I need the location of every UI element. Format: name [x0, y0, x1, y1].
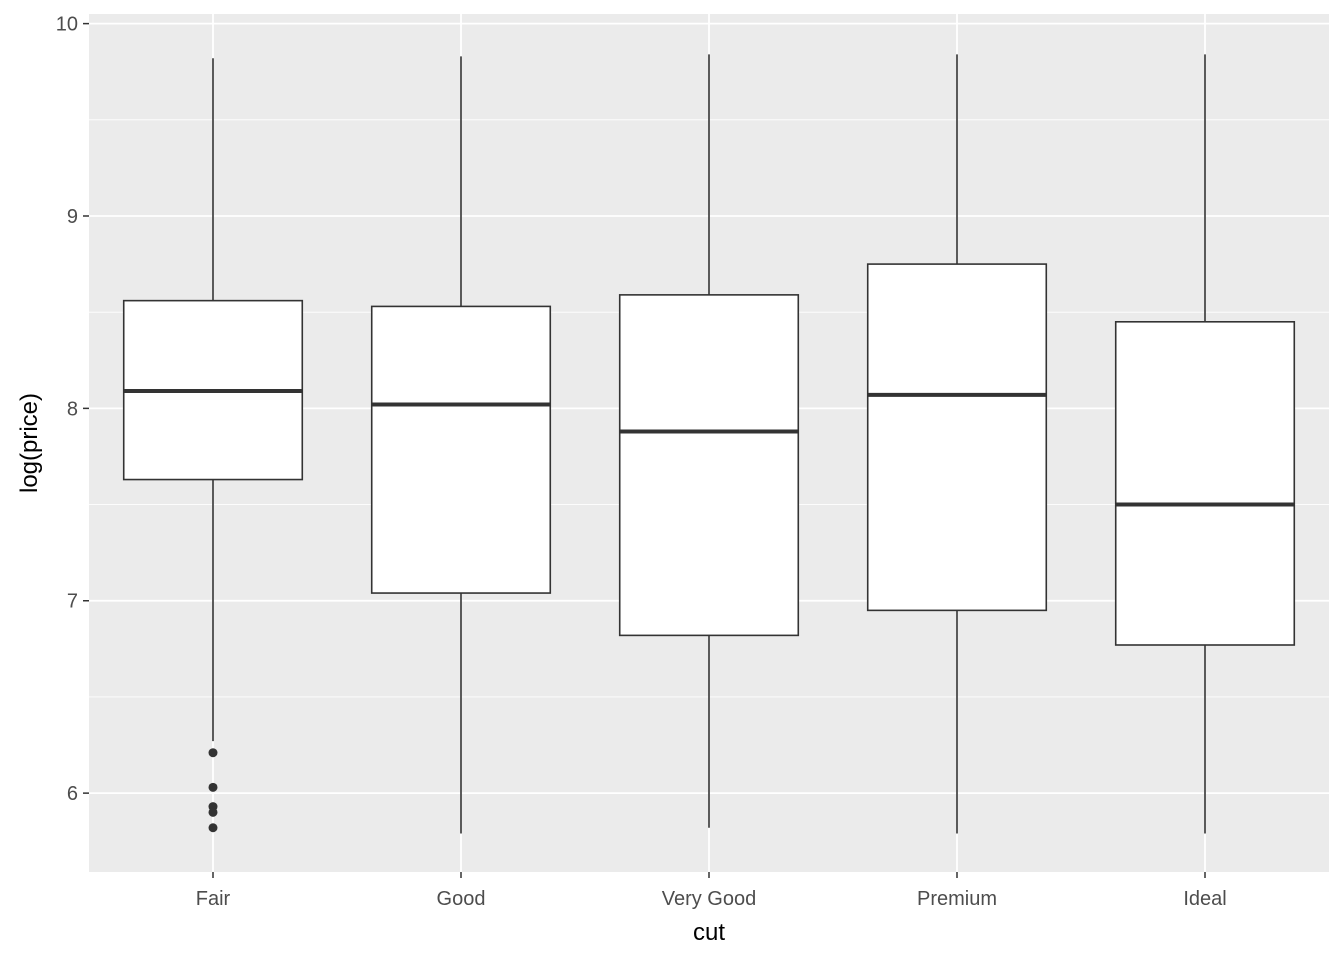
boxes — [122, 54, 1296, 834]
axes: 6 7 8 9 10 Fair Good Very Good Premium Ideal — [56, 14, 1227, 910]
x-tick-label: Fair — [196, 888, 231, 910]
box-premium — [866, 263, 1048, 612]
box-ideal — [1114, 321, 1296, 646]
box-good — [370, 305, 552, 594]
y-tick-label: 6 — [67, 783, 78, 805]
y-tick-label: 10 — [56, 14, 78, 36]
outlier-point — [208, 823, 218, 833]
x-tick-label: Very Good — [662, 888, 757, 910]
outlier-point — [208, 748, 218, 758]
x-axis-title: cut — [693, 919, 725, 946]
outlier-point — [208, 807, 218, 817]
y-tick-label: 7 — [67, 591, 78, 613]
x-tick-label: Premium — [917, 888, 997, 910]
outlier-point — [208, 782, 218, 792]
box-very-good — [618, 294, 800, 637]
y-axis-title: log(price) — [16, 393, 43, 493]
y-tick-label: 8 — [67, 398, 78, 420]
x-tick-label: Good — [437, 888, 486, 910]
y-tick-label: 9 — [67, 206, 78, 228]
x-tick-label: Ideal — [1183, 888, 1226, 910]
